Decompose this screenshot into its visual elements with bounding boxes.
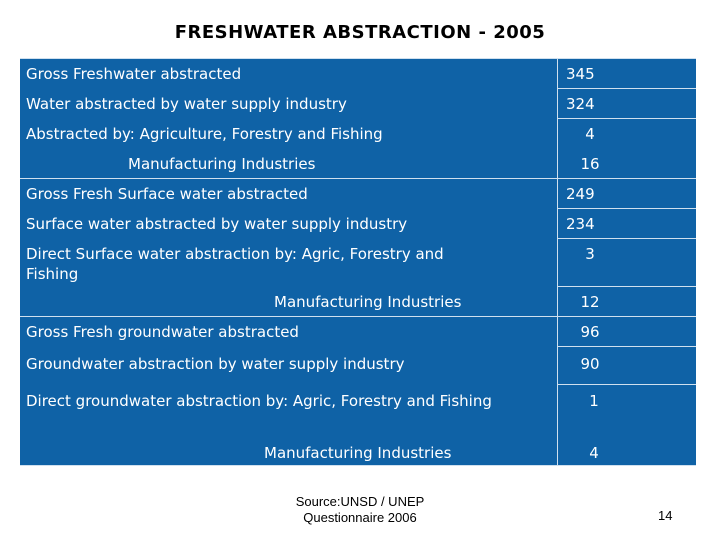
row-divider [557, 88, 696, 89]
row-label: Groundwater abstraction by water supply … [26, 355, 405, 373]
source-line-1: Source:UNSD / UNEP [295, 494, 425, 509]
page-number: 14 [658, 508, 673, 523]
row-divider [20, 58, 696, 59]
row-label: Manufacturing Industries [264, 444, 452, 462]
row-divider [557, 286, 696, 287]
row-label: Direct Surface water abstraction by: Agr… [26, 245, 444, 283]
row-label: Surface water abstracted by water supply… [26, 215, 408, 233]
source-note: Source:UNSD / UNEP Questionnaire 2006 [260, 494, 460, 526]
row-value: 345 [566, 65, 595, 83]
row-label: Direct groundwater abstraction by: Agric… [26, 392, 492, 410]
source-line-2: Questionnaire 2006 [303, 510, 417, 525]
row-label: Gross Freshwater abstracted [26, 65, 242, 83]
row-label: Manufacturing Industries [274, 293, 462, 311]
row-value: 4 [585, 125, 595, 143]
row-value: 234 [566, 215, 595, 233]
row-value: 12 [580, 293, 600, 311]
row-divider [557, 118, 696, 119]
row-value: 90 [580, 355, 600, 373]
row-value: 324 [566, 95, 595, 113]
row-label: Gross Fresh Surface water abstracted [26, 185, 308, 203]
row-divider [20, 465, 696, 466]
row-value: 16 [580, 155, 600, 173]
column-divider [557, 58, 558, 466]
abstraction-table: Gross Freshwater abstracted 345 Water ab… [20, 58, 696, 466]
row-label: Gross Fresh groundwater abstracted [26, 323, 299, 341]
row-label: Abstracted by: Agriculture, Forestry and… [26, 125, 383, 143]
row-divider [20, 316, 696, 317]
row-label: Manufacturing Industries [128, 155, 316, 173]
row-divider [557, 346, 696, 347]
row-label: Water abstracted by water supply industr… [26, 95, 347, 113]
row-value: 4 [589, 444, 599, 462]
row-value: 96 [580, 323, 600, 341]
row-divider [20, 178, 696, 179]
row-divider [557, 208, 696, 209]
row-value: 249 [566, 185, 595, 203]
slide-title: FRESHWATER ABSTRACTION - 2005 [174, 22, 546, 43]
row-value: 3 [585, 245, 595, 263]
row-value: 1 [589, 392, 599, 410]
row-divider [557, 238, 696, 239]
row-divider [557, 384, 696, 385]
